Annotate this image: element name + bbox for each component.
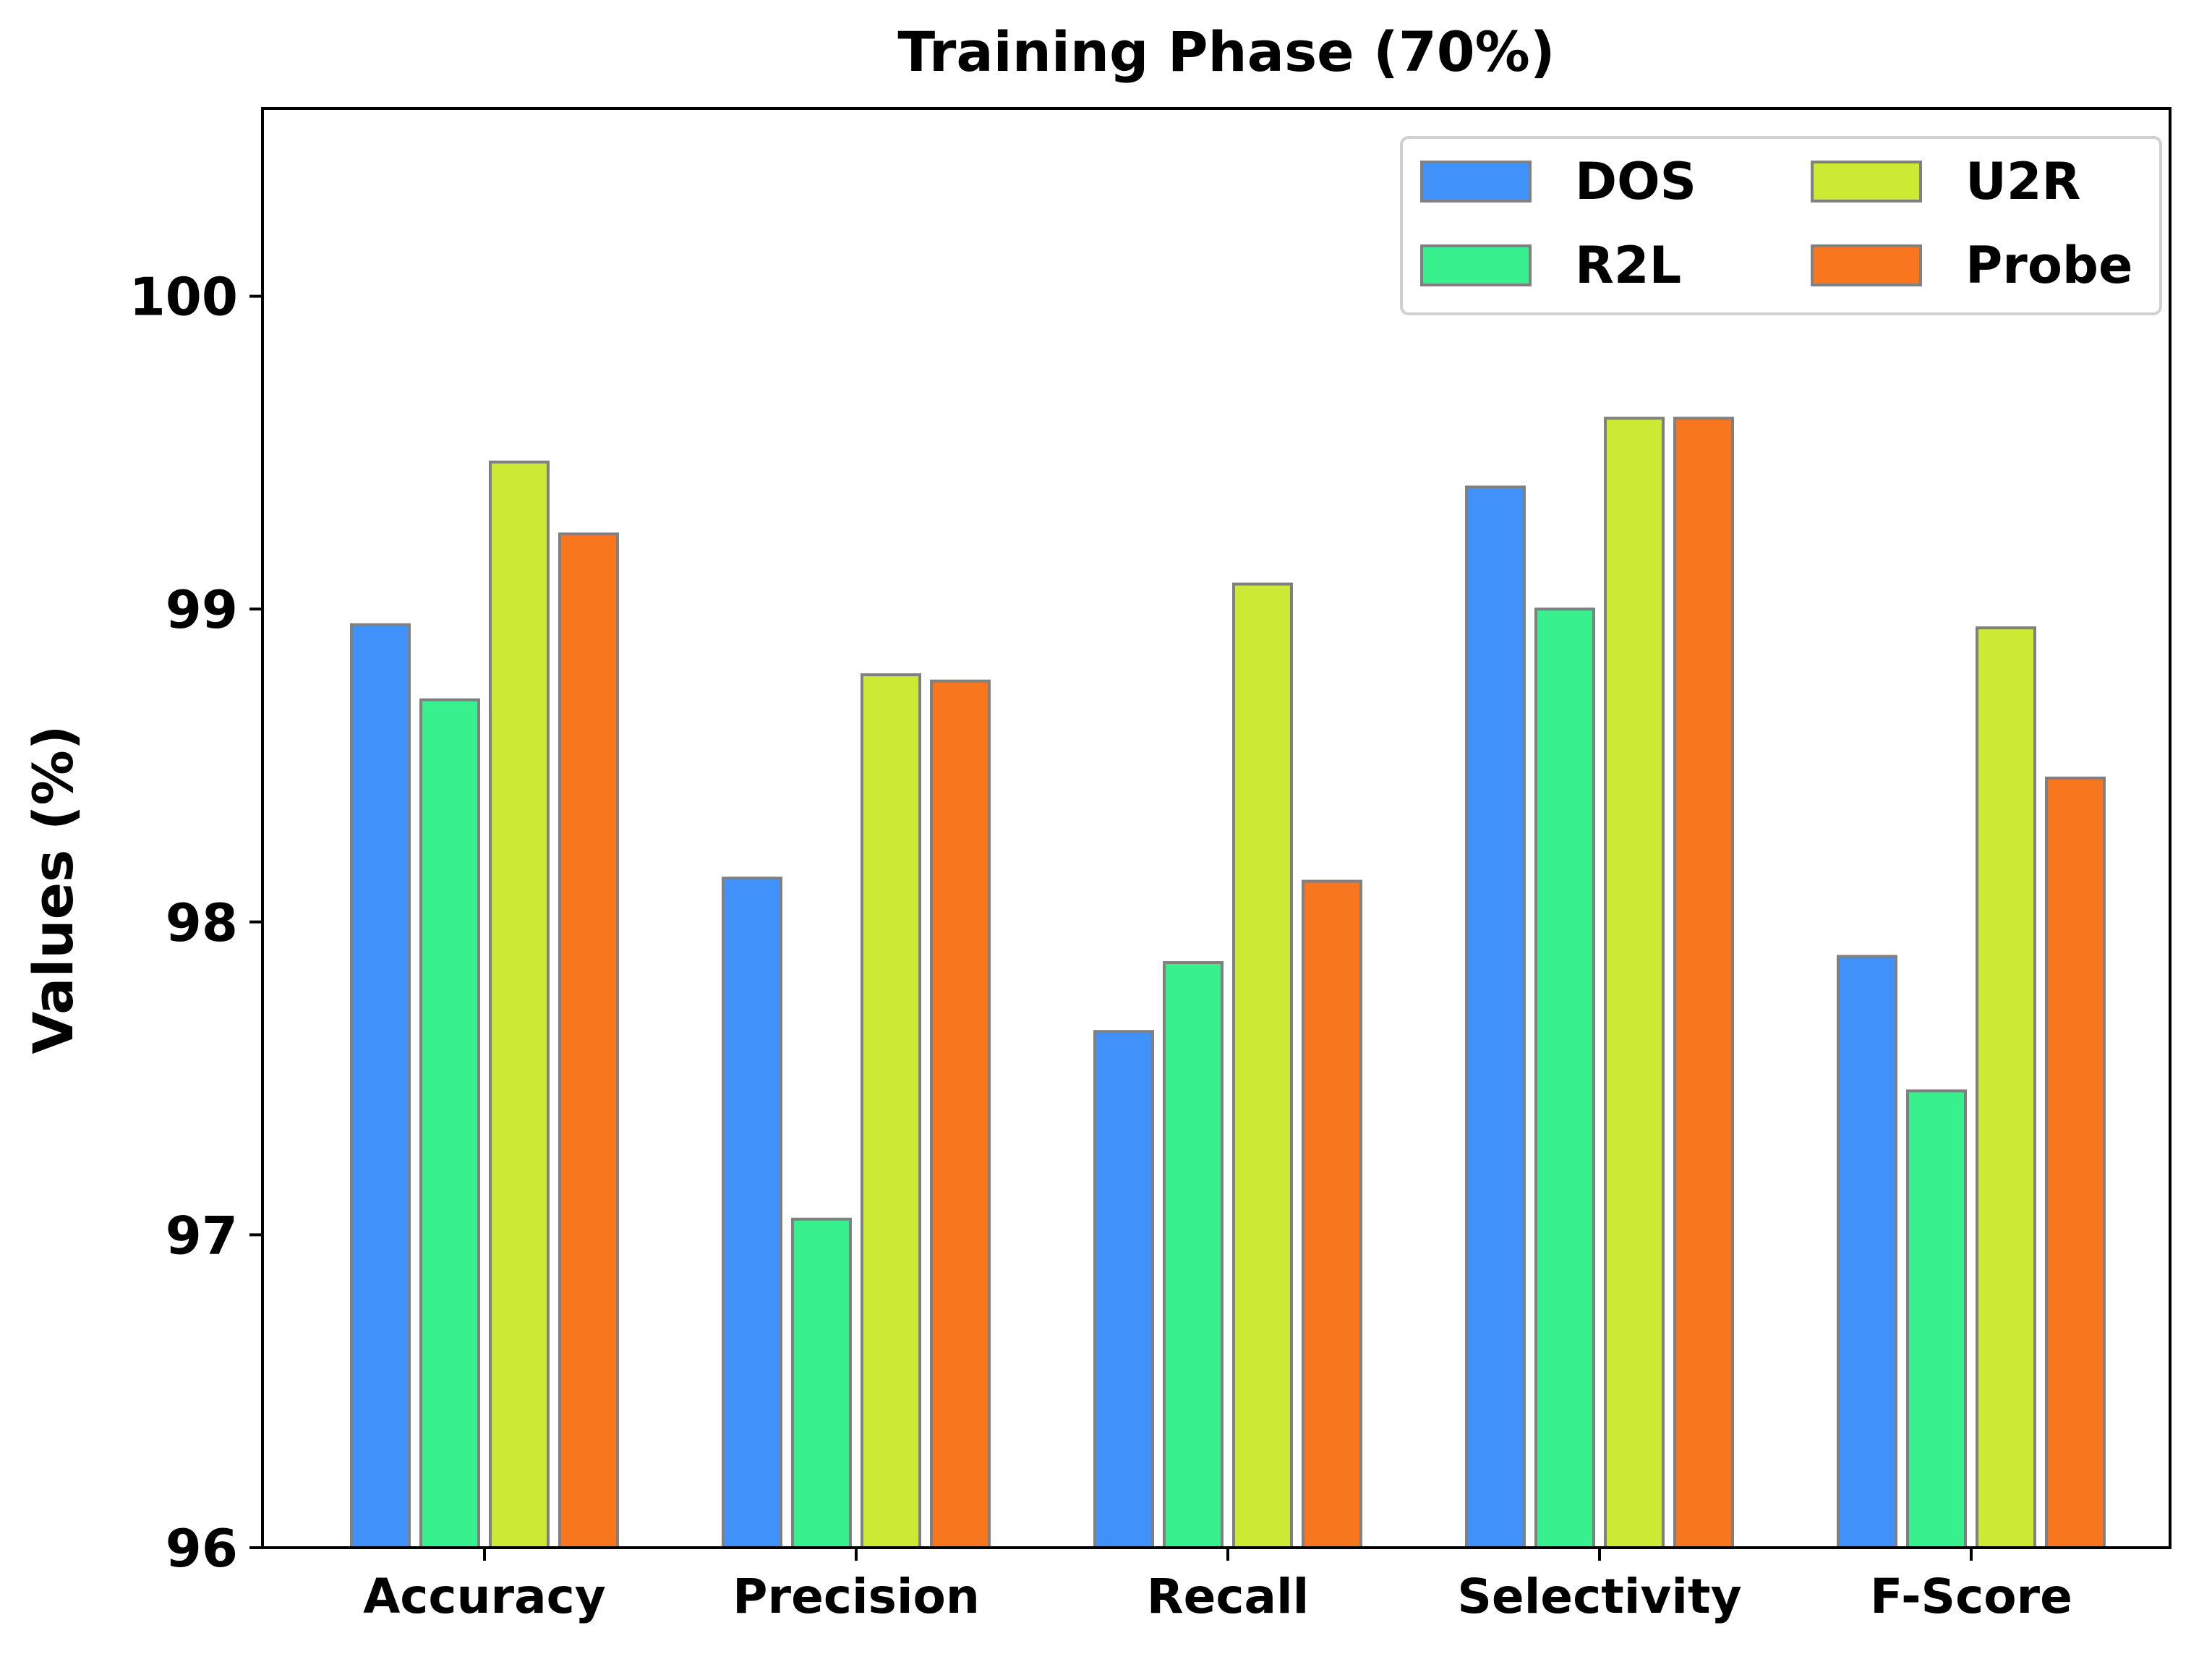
legend-frame bbox=[1400, 136, 2162, 315]
plot-frame bbox=[261, 107, 2172, 1549]
y-tick-label-96: 96 bbox=[166, 1518, 238, 1579]
bar-probe-f-score bbox=[2045, 776, 2106, 1549]
bar-dos-accuracy bbox=[350, 623, 411, 1549]
x-tick-label-f-score: F-Score bbox=[1870, 1569, 2072, 1624]
bar-r2l-accuracy bbox=[419, 698, 480, 1549]
bar-u2r-accuracy bbox=[489, 460, 550, 1550]
chart-title: Training Phase (70%) bbox=[897, 20, 1555, 84]
bars bbox=[350, 417, 2106, 1550]
x-tick-label-selectivity: Selectivity bbox=[1457, 1569, 1741, 1624]
bar-u2r-precision bbox=[861, 673, 921, 1549]
y-tick-label-99: 99 bbox=[166, 579, 238, 640]
legend-label-u2r: U2R bbox=[1965, 152, 2080, 211]
legend-label-dos: DOS bbox=[1575, 152, 1696, 211]
x-tick-label-accuracy: Accuracy bbox=[363, 1569, 606, 1624]
legend-swatch-dos bbox=[1420, 161, 1532, 203]
bar-u2r-selectivity bbox=[1604, 417, 1665, 1549]
y-tick-label-100: 100 bbox=[129, 267, 238, 328]
legend-label-r2l: R2L bbox=[1575, 236, 1681, 295]
bar-r2l-f-score bbox=[1906, 1089, 1967, 1550]
bar-probe-recall bbox=[1302, 879, 1362, 1549]
bar-dos-f-score bbox=[1837, 955, 1897, 1549]
legend-label-probe: Probe bbox=[1965, 236, 2133, 295]
bar-probe-selectivity bbox=[1673, 417, 1734, 1549]
legend-swatch-r2l bbox=[1420, 244, 1532, 286]
x-axis-ticks: Accuracy Precision Recall Selectivity F-Scor… bbox=[363, 1548, 2072, 1624]
y-axis-label: Values (%) bbox=[21, 725, 85, 1054]
bar-u2r-recall bbox=[1232, 582, 1293, 1550]
legend-swatch-probe bbox=[1811, 244, 1922, 286]
y-tick-label-97: 97 bbox=[166, 1205, 238, 1266]
x-tick-label-recall: Recall bbox=[1147, 1569, 1310, 1624]
bar-dos-recall bbox=[1093, 1030, 1154, 1549]
x-tick-label-precision: Precision bbox=[733, 1569, 980, 1624]
bar-probe-accuracy bbox=[558, 532, 619, 1550]
bar-u2r-f-score bbox=[1976, 626, 2036, 1549]
bar-probe-precision bbox=[930, 679, 991, 1549]
legend-swatch-u2r bbox=[1811, 161, 1922, 203]
legend: DOS R2L U2R Probe bbox=[1400, 136, 2162, 315]
bar-r2l-selectivity bbox=[1534, 608, 1595, 1549]
bar-dos-precision bbox=[722, 877, 782, 1549]
y-axis-ticks: 96 97 98 99 100 bbox=[129, 267, 262, 1579]
bar-r2l-recall bbox=[1163, 961, 1224, 1549]
bar-dos-selectivity bbox=[1465, 485, 1526, 1549]
y-tick-label-98: 98 bbox=[166, 892, 238, 953]
bar-r2l-precision bbox=[791, 1217, 852, 1549]
